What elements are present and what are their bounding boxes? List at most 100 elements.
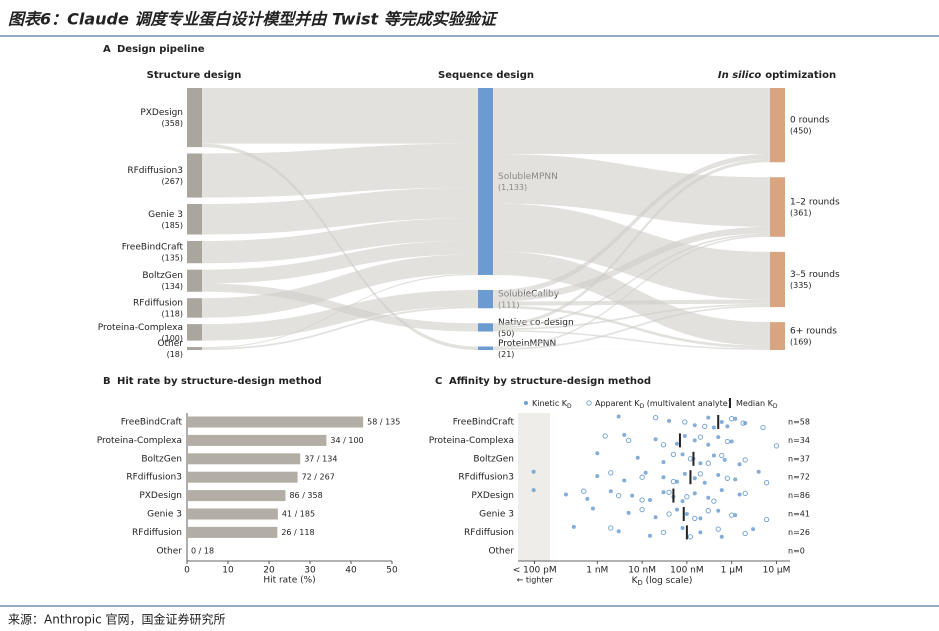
- node-bar: [478, 323, 493, 332]
- column-header: Sequence design: [438, 70, 534, 81]
- apparent-point: [670, 478, 677, 485]
- legend-entry: Apparent KD (multivalent analyte): [595, 399, 731, 410]
- node-label: 1–2 rounds: [790, 198, 840, 208]
- column-header: Structure design: [147, 70, 242, 81]
- node-bar: [187, 324, 202, 341]
- category-label: PXDesign: [139, 491, 182, 501]
- node-bar: [187, 298, 202, 318]
- apparent-point: [692, 515, 698, 522]
- kinetic-point: [706, 495, 711, 500]
- node-label: 0 rounds: [790, 116, 830, 126]
- kinetic-point: [692, 423, 697, 428]
- node-bar: [187, 203, 202, 235]
- x-tick-label: 1 µM: [721, 566, 743, 576]
- legend-entry-main: Apparent K: [595, 399, 640, 408]
- x-tick-label: 10 µM: [763, 566, 791, 576]
- kinetic-point: [643, 470, 648, 475]
- kinetic-point: [635, 455, 640, 460]
- flow-link: [202, 306, 478, 350]
- node-count: (50): [498, 329, 514, 338]
- node-bar: [187, 240, 202, 264]
- node-bar: [478, 289, 493, 309]
- apparent-point: [639, 497, 645, 503]
- x-axis-label-after: (log scale): [643, 576, 693, 586]
- value-label: 26 / 118: [281, 528, 314, 537]
- apparent-point: [742, 457, 748, 463]
- node-bar: [478, 88, 493, 275]
- node-bar: [187, 88, 202, 148]
- category-label: Proteina-Complexa: [429, 436, 514, 446]
- flow-link: [493, 305, 770, 350]
- column-header-rest: optimization: [765, 70, 836, 81]
- panel-letter: C: [435, 376, 442, 387]
- kinetic-point: [716, 473, 721, 477]
- kinetic-point: [725, 424, 730, 429]
- flow-link: [493, 154, 770, 295]
- legend-entry-sub: D: [567, 403, 572, 410]
- flow-link: [493, 251, 770, 346]
- kinetic-point: [698, 516, 703, 521]
- kinetic-point: [531, 488, 536, 493]
- flow-link: [493, 233, 770, 329]
- kinetic-point: [595, 474, 600, 479]
- apparent-point: [763, 516, 770, 523]
- kinetic-point: [719, 420, 724, 424]
- node-count: (450): [790, 127, 812, 136]
- legend-entry: Median KD: [736, 399, 778, 410]
- node-label: Genie 3: [148, 210, 183, 220]
- kinetic-point: [716, 435, 721, 440]
- node-count: (185): [161, 221, 183, 230]
- flow-link: [493, 235, 770, 349]
- legend-entry-main: Median K: [736, 399, 774, 408]
- apparent-point: [625, 437, 632, 444]
- kinetic-point: [722, 457, 727, 462]
- node-bar: [478, 346, 493, 350]
- kinetic-point: [661, 460, 666, 465]
- value-label: 37 / 134: [304, 454, 337, 463]
- n-label: n=34: [788, 436, 810, 445]
- flow-link: [202, 187, 478, 235]
- apparent-point: [724, 475, 731, 481]
- x-tick-label: 10 nM: [628, 566, 656, 576]
- node-count: (100): [161, 334, 183, 343]
- node-label: Proteina-Complexa: [98, 323, 183, 333]
- x-tick-label: 30: [304, 566, 316, 576]
- flow-link: [202, 143, 478, 198]
- kinetic-point: [630, 493, 635, 498]
- node-bar: [770, 177, 785, 237]
- flow-link: [202, 254, 478, 318]
- kinetic-point: [590, 506, 595, 511]
- bar: [187, 416, 364, 428]
- node-count: (134): [161, 282, 183, 291]
- kinetic-point: [706, 442, 711, 447]
- panel-title: Design pipeline: [117, 44, 205, 55]
- x-axis-label: Hit rate (%): [263, 576, 315, 586]
- column-header: In silico optimization: [718, 70, 836, 81]
- apparent-point: [705, 460, 711, 466]
- x-tick-label: 10: [222, 566, 234, 576]
- kinetic-point: [698, 530, 703, 535]
- panel-letter: B: [103, 376, 111, 387]
- page-title: 图表6：Claude 调度专业蛋白设计模型并由 Twist 等完成实验验证: [8, 10, 499, 29]
- kinetic-point: [653, 437, 658, 442]
- category-label: RFdiffusion: [132, 528, 182, 538]
- node-bar: [770, 322, 785, 350]
- flow-link: [493, 299, 770, 306]
- value-label: 41 / 185: [282, 510, 315, 519]
- category-label: FreeBindCraft: [121, 418, 183, 428]
- kinetic-point: [571, 524, 576, 529]
- kinetic-point: [647, 498, 652, 502]
- category-label: RFdiffusion3: [458, 473, 514, 483]
- legend-apparent: [586, 400, 592, 406]
- node-label: BoltzGen: [142, 271, 183, 281]
- apparent-point: [616, 492, 622, 499]
- n-label: n=26: [788, 528, 810, 537]
- kinetic-point: [711, 453, 716, 458]
- node-count: (21): [498, 350, 514, 359]
- x-tick-label: 1 nM: [586, 566, 608, 576]
- kinetic-point: [622, 478, 627, 483]
- node-bar: [187, 269, 202, 292]
- x-tick-label: 100 nM: [670, 566, 704, 576]
- flow-link: [202, 218, 478, 264]
- apparent-point: [666, 511, 672, 517]
